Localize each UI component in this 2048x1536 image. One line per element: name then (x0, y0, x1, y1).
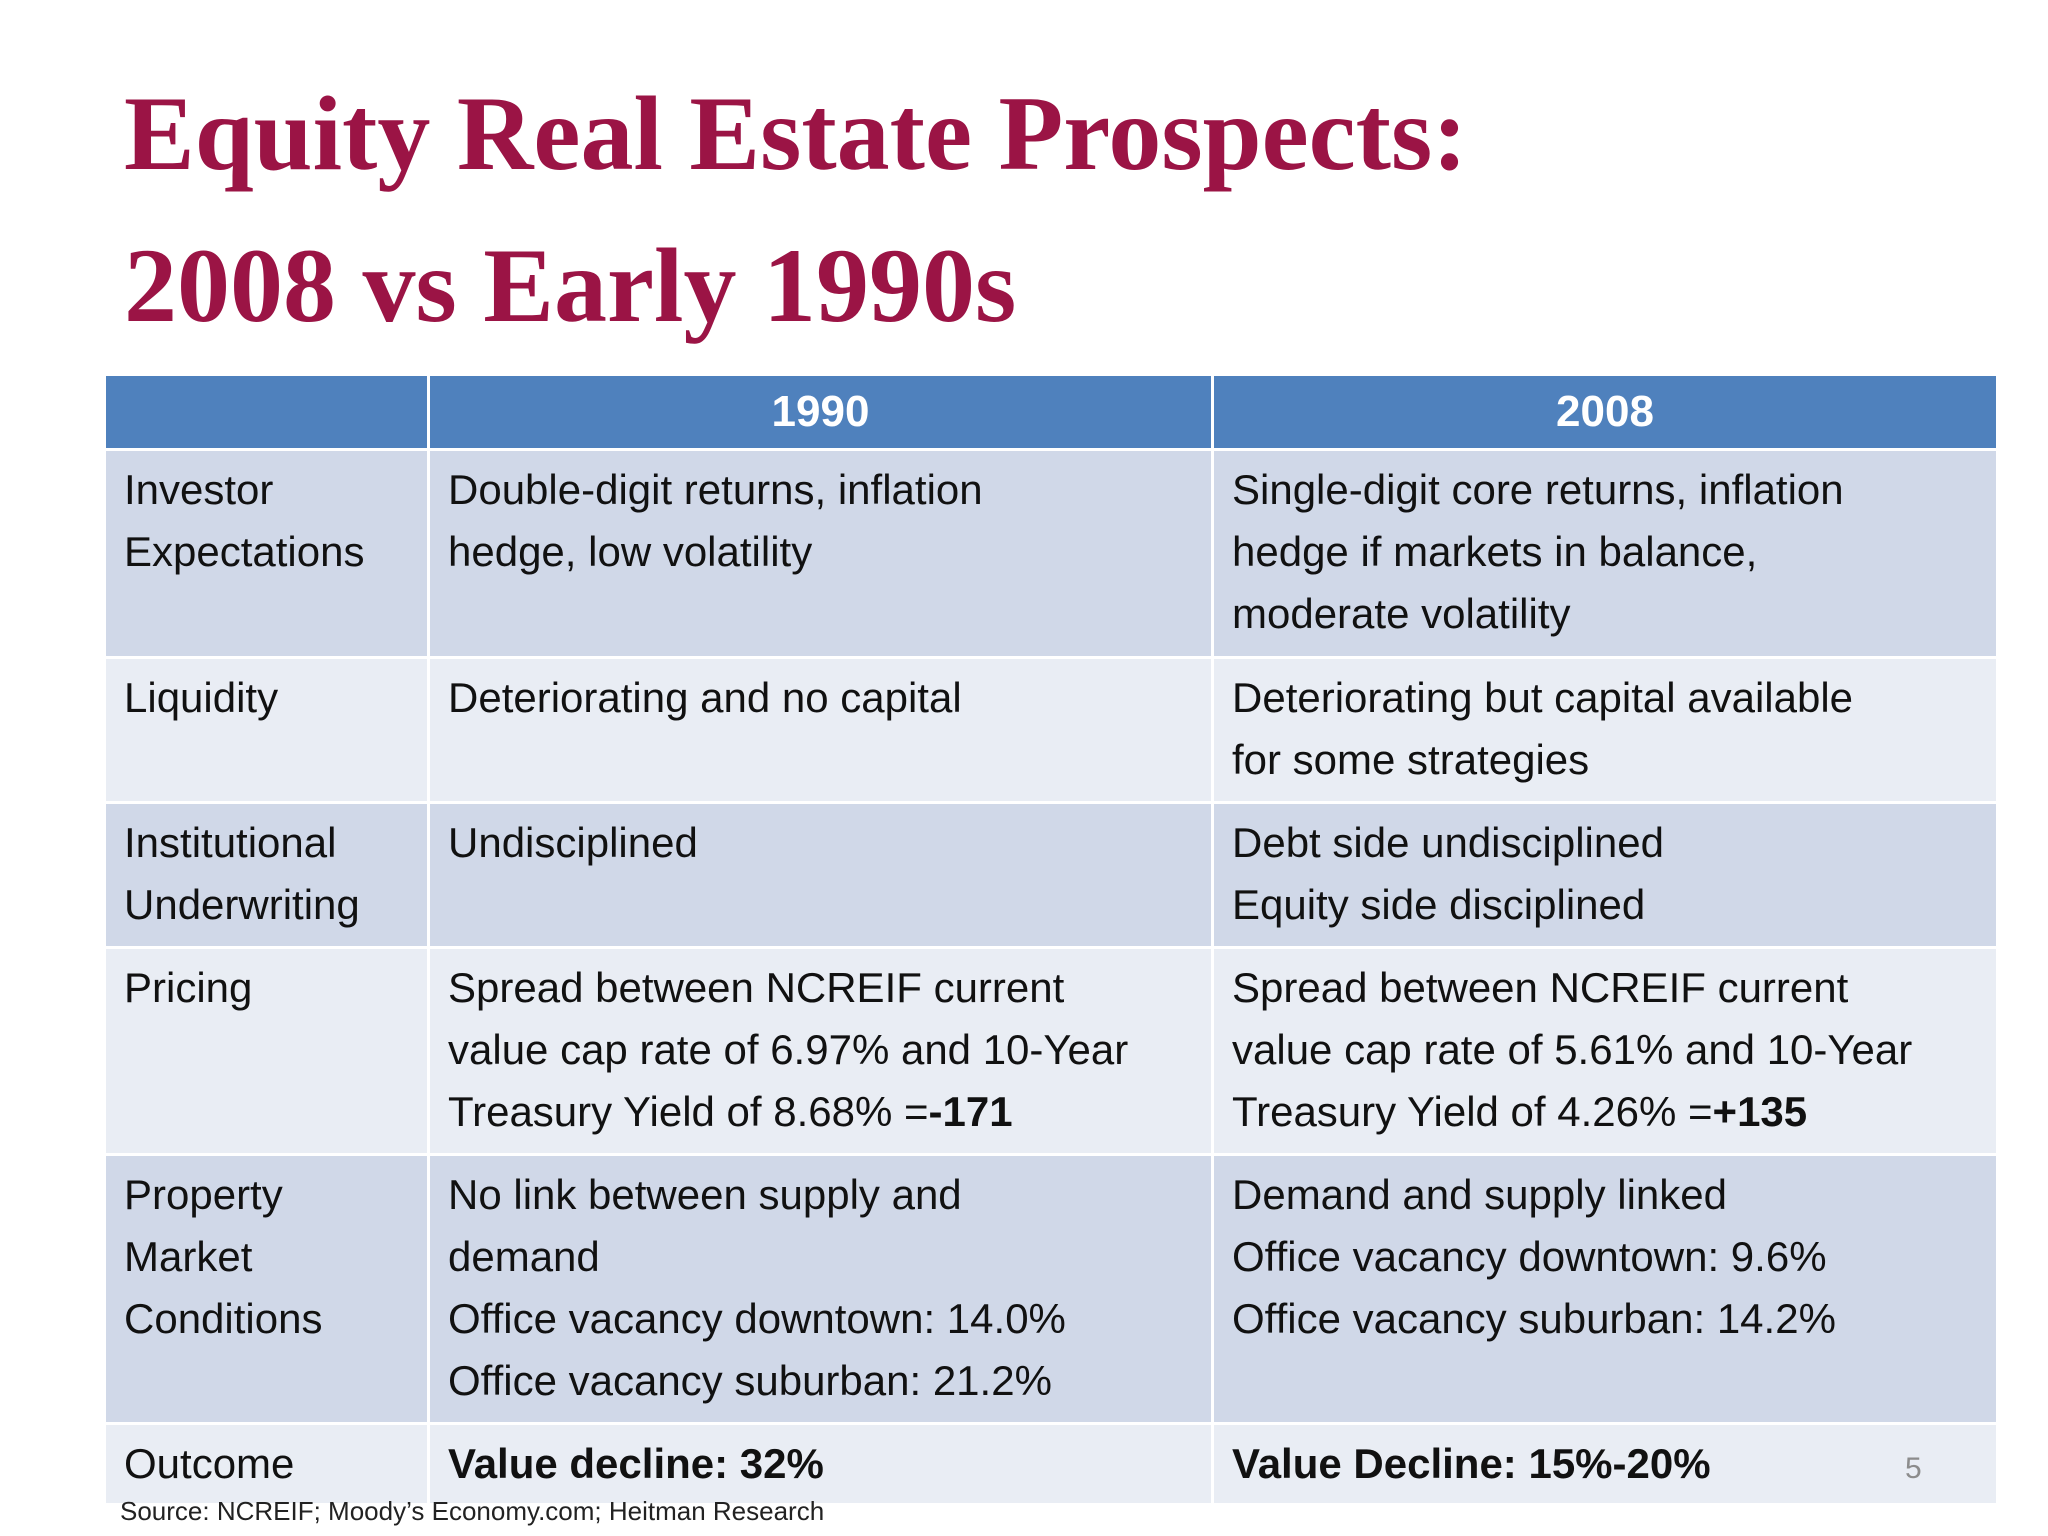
label-line: Market (124, 1233, 253, 1280)
cell-line: Double-digit returns, inflation (448, 466, 983, 513)
label-line: Institutional (124, 819, 337, 866)
cell-line: Equity side disciplined (1232, 881, 1646, 928)
spread-text: Treasury Yield of 4.26% = (1232, 1088, 1713, 1135)
label-line: Property (124, 1171, 283, 1218)
cell-line: Spread between NCREIF current (448, 964, 1065, 1011)
label-line: Conditions (124, 1295, 323, 1342)
cell-2008: Single-digit core returns, inflation hed… (1211, 448, 1999, 659)
spread-value: +135 (1712, 1088, 1808, 1135)
cell-line: Deteriorating and no capital (448, 674, 962, 721)
row-investor-expectations: Investor Expectations Double-digit retur… (103, 448, 1999, 659)
cell-line: for some strategies (1232, 736, 1590, 783)
cell-line: Office vacancy suburban: 14.2% (1232, 1295, 1836, 1342)
cell-line: Office vacancy downtown: 14.0% (448, 1295, 1066, 1342)
row-label: Outcome (103, 1422, 430, 1506)
slide-title-line-2: 2008 vs Early 1990s (124, 227, 1017, 344)
slide-title: Equity Real Estate Prospects: 2008 vs Ea… (124, 58, 1468, 362)
source-note: Source: NCREIF; Moody’s Economy.com; Hei… (120, 1496, 825, 1526)
cell-line: Treasury Yield of 8.68% =-171 (448, 1081, 1193, 1143)
label-line: Investor (124, 466, 274, 513)
row-pricing: Pricing Spread between NCREIF current va… (103, 946, 1999, 1156)
label-line: Underwriting (124, 881, 360, 928)
cell-line: Deteriorating but capital available (1232, 674, 1854, 721)
cell-line: Office vacancy suburban: 21.2% (448, 1357, 1052, 1404)
label-line: Expectations (124, 528, 365, 575)
cell-line: demand (448, 1233, 600, 1280)
header-2008: 2008 (1211, 373, 1999, 451)
cell-line: Demand and supply linked (1232, 1171, 1727, 1218)
cell-line: No link between supply and (448, 1171, 962, 1218)
cell-line: moderate volatility (1232, 590, 1571, 637)
cell-line: Debt side undisciplined (1232, 819, 1664, 866)
cell-line: value cap rate of 5.61% and 10-Year (1232, 1026, 1913, 1073)
label-line: Outcome (124, 1440, 295, 1487)
cell-line: Undisciplined (448, 819, 698, 866)
cell-2008: Value Decline: 15%-20% (1211, 1422, 1999, 1506)
cell-line: Single-digit core returns, inflation (1232, 466, 1844, 513)
cell-2008: Spread between NCREIF current value cap … (1211, 946, 1999, 1156)
cell-line: hedge, low volatility (448, 528, 813, 575)
comparison-table: 1990 2008 Investor Expectations Double-d… (103, 373, 1999, 1506)
row-label: Investor Expectations (103, 448, 430, 659)
cell-line: Spread between NCREIF current (1232, 964, 1849, 1011)
page-number: 5 (1905, 1452, 1922, 1485)
cell-1990: Double-digit returns, inflation hedge, l… (427, 448, 1214, 659)
row-label: Liquidity (103, 656, 430, 804)
row-outcome: Outcome Value decline: 32% Value Decline… (103, 1422, 1999, 1506)
row-label: Institutional Underwriting (103, 801, 430, 949)
label-line: Pricing (124, 964, 253, 1011)
cell-2008: Deteriorating but capital available for … (1211, 656, 1999, 804)
cell-line: hedge if markets in balance, (1232, 528, 1758, 575)
outcome-1990: Value decline: 32% (448, 1440, 824, 1487)
header-empty-cell (103, 373, 430, 451)
cell-1990: Deteriorating and no capital (427, 656, 1214, 804)
cell-1990: Undisciplined (427, 801, 1214, 949)
spread-text: Treasury Yield of 8.68% = (448, 1088, 929, 1135)
row-label: Property Market Conditions (103, 1153, 430, 1425)
cell-1990: Spread between NCREIF current value cap … (427, 946, 1214, 1156)
cell-1990: Value decline: 32% (427, 1422, 1214, 1506)
cell-1990: No link between supply and demand Office… (427, 1153, 1214, 1425)
cell-line: value cap rate of 6.97% and 10-Year (448, 1026, 1129, 1073)
cell-line: Treasury Yield of 4.26% =+135 (1232, 1081, 1978, 1143)
cell-2008: Debt side undisciplined Equity side disc… (1211, 801, 1999, 949)
cell-line: Office vacancy downtown: 9.6% (1232, 1233, 1827, 1280)
row-property-market-conditions: Property Market Conditions No link betwe… (103, 1153, 1999, 1425)
header-1990: 1990 (427, 373, 1214, 451)
row-label: Pricing (103, 946, 430, 1156)
row-liquidity: Liquidity Deteriorating and no capital D… (103, 656, 1999, 804)
row-institutional-underwriting: Institutional Underwriting Undisciplined… (103, 801, 1999, 949)
cell-2008: Demand and supply linked Office vacancy … (1211, 1153, 1999, 1425)
outcome-2008: Value Decline: 15%-20% (1232, 1440, 1711, 1487)
table-header-row: 1990 2008 (103, 373, 1999, 451)
spread-value: -171 (928, 1088, 1013, 1135)
slide-title-line-1: Equity Real Estate Prospects: (124, 75, 1468, 192)
label-line: Liquidity (124, 674, 279, 721)
